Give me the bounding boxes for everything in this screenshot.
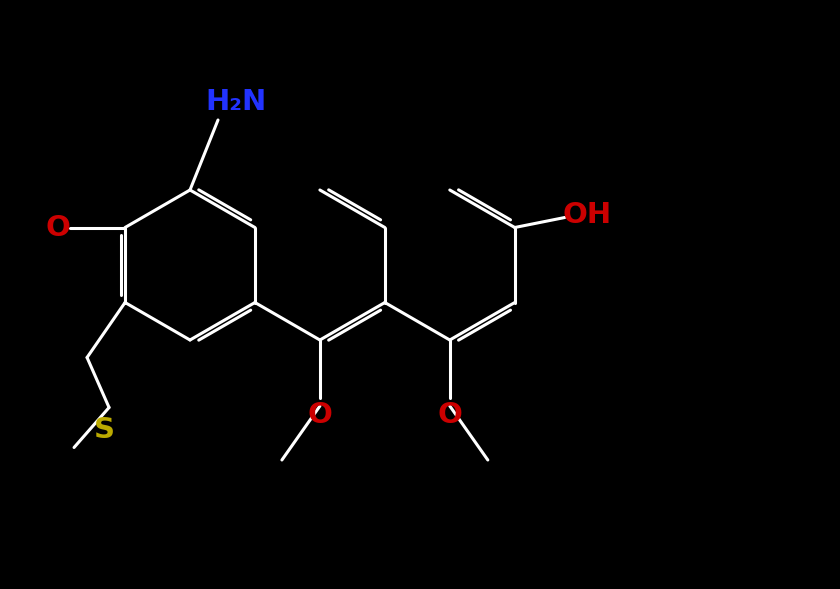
- Text: O: O: [438, 401, 462, 429]
- Text: OH: OH: [562, 200, 612, 229]
- Text: S: S: [93, 415, 114, 444]
- Text: O: O: [45, 213, 71, 241]
- Text: O: O: [307, 401, 333, 429]
- Text: H₂N: H₂N: [205, 88, 266, 116]
